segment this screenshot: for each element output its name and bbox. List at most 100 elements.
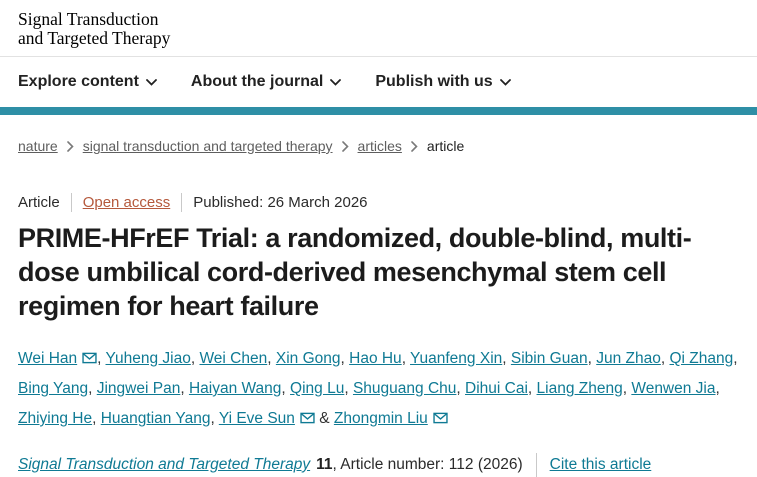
author-link[interactable]: Wei Chen — [199, 350, 268, 367]
author-item: Bing Yang, — [18, 380, 97, 397]
author-separator: , — [401, 350, 411, 367]
divider — [535, 453, 537, 477]
author-link[interactable]: Haiyan Wang — [188, 380, 282, 397]
author-item: Zhongmin Liu — [334, 410, 448, 427]
author-item: Qing Lu, — [290, 380, 353, 397]
author-separator: , — [527, 380, 537, 397]
author-link[interactable]: Hao Hu — [349, 350, 402, 367]
author-item: Dihui Cai, — [465, 380, 537, 397]
author-item: Sibin Guan, — [511, 350, 596, 367]
author-link[interactable]: Zhiying He — [18, 410, 93, 427]
author-separator: & — [314, 410, 334, 427]
divider — [181, 193, 183, 212]
volume-number: 11 — [316, 456, 333, 473]
author-item: Shuguang Chu, — [353, 380, 465, 397]
citation-line: Signal Transduction and Targeted Therapy… — [18, 453, 739, 477]
article-header-section: Article Open access Published: 26 March … — [0, 193, 757, 477]
author-separator: , — [733, 350, 738, 367]
nav-item-label: About the journal — [190, 73, 324, 90]
author-link[interactable]: Qi Zhang — [669, 350, 734, 367]
nav-item-publish-with-us[interactable]: Publish with us — [375, 73, 511, 91]
author-link[interactable]: Shuguang Chu — [352, 380, 457, 397]
chevron-right-icon — [341, 140, 349, 152]
author-separator: , — [210, 410, 219, 427]
author-link[interactable]: Jun Zhao — [596, 350, 661, 367]
site-header: Signal Transduction and Targeted Therapy — [0, 0, 757, 57]
chevron-right-icon — [66, 140, 74, 152]
article-meta: Article Open access Published: 26 March … — [18, 193, 739, 212]
author-item: Jun Zhao, — [596, 350, 669, 367]
email-icon[interactable] — [300, 412, 315, 424]
author-separator: , — [340, 350, 350, 367]
author-item: Yuheng Jiao, — [106, 350, 200, 367]
author-item: Haiyan Wang, — [189, 380, 290, 397]
author-separator: , — [267, 350, 276, 367]
author-link[interactable]: Dihui Cai — [465, 380, 528, 397]
author-separator: , — [180, 380, 189, 397]
article-type-label: Article — [18, 194, 60, 211]
email-icon[interactable] — [433, 412, 448, 424]
author-item: Wei Han, — [18, 350, 106, 367]
author-separator: , — [502, 350, 511, 367]
published-date: Published: 26 March 2026 — [193, 194, 368, 211]
author-separator: , — [281, 380, 291, 397]
author-link[interactable]: Wei Han — [18, 350, 78, 367]
author-separator: , — [587, 350, 597, 367]
journal-logo-line1: Signal Transduction — [18, 9, 159, 29]
author-separator: , — [660, 350, 670, 367]
breadcrumb-link-nature[interactable]: nature — [18, 138, 58, 154]
author-item: Zhiying He, — [18, 410, 101, 427]
author-item: Yuanfeng Xin, — [410, 350, 511, 367]
email-icon[interactable] — [82, 352, 97, 364]
author-link[interactable]: Bing Yang — [18, 380, 89, 397]
author-separator: , — [456, 380, 466, 397]
author-separator: , — [622, 380, 632, 397]
nav-item-explore-content[interactable]: Explore content — [18, 73, 157, 91]
article-number-text: , Article number: 112 (2026) — [332, 456, 523, 473]
journal-logo-line2: and Targeted Therapy — [18, 28, 171, 48]
breadcrumb-link-articles[interactable]: articles — [357, 138, 402, 154]
journal-logo[interactable]: Signal Transduction and Targeted Therapy — [18, 10, 170, 48]
author-link[interactable]: Huangtian Yang — [100, 410, 211, 427]
author-item: Wenwen Jia, — [631, 380, 719, 397]
author-separator: , — [97, 350, 106, 367]
chevron-right-icon — [411, 140, 418, 152]
author-link[interactable]: Yuanfeng Xin — [410, 350, 503, 367]
author-link[interactable]: Qing Lu — [290, 380, 345, 397]
breadcrumb: nature signal transduction and targeted … — [0, 115, 757, 154]
chevron-down-icon — [330, 78, 342, 86]
author-link[interactable]: Sibin Guan — [510, 350, 588, 367]
author-link[interactable]: Zhongmin Liu — [333, 410, 428, 427]
author-item: Wei Chen, — [199, 350, 275, 367]
chevron-down-icon — [499, 78, 511, 86]
nav-item-about-the-journal[interactable]: About the journal — [190, 73, 342, 91]
main-nav: Explore content About the journal Publis… — [0, 57, 757, 107]
author-link[interactable]: Jingwei Pan — [96, 380, 181, 397]
nav-item-label: Explore content — [18, 73, 139, 90]
chevron-down-icon — [146, 78, 157, 86]
author-link[interactable]: Yi Eve Sun — [218, 410, 295, 427]
author-item: Qi Zhang, — [669, 350, 737, 367]
author-item: Huangtian Yang, — [101, 410, 219, 427]
author-item: Xin Gong, — [276, 350, 349, 367]
open-access-link[interactable]: Open access — [82, 194, 171, 211]
author-item: Yi Eve Sun & — [219, 410, 334, 427]
author-link[interactable]: Liang Zheng — [536, 380, 623, 397]
journal-link[interactable]: Signal Transduction and Targeted Therapy — [18, 456, 311, 473]
breadcrumb-link-journal[interactable]: signal transduction and targeted therapy — [82, 138, 333, 154]
author-separator: , — [344, 380, 353, 397]
cite-this-article-link[interactable]: Cite this article — [549, 456, 652, 473]
author-separator: , — [715, 380, 720, 397]
author-item: Liang Zheng, — [537, 380, 632, 397]
author-link[interactable]: Xin Gong — [275, 350, 341, 367]
author-separator: , — [190, 350, 200, 367]
author-separator: , — [88, 380, 97, 397]
author-link[interactable]: Yuheng Jiao — [105, 350, 191, 367]
accent-bar — [0, 107, 757, 115]
divider — [70, 193, 72, 212]
author-item: Hao Hu, — [349, 350, 410, 367]
author-link[interactable]: Wenwen Jia — [631, 380, 716, 397]
breadcrumb-current: article — [426, 138, 465, 154]
nav-item-label: Publish with us — [375, 73, 493, 90]
author-list: Wei Han, Yuheng Jiao, Wei Chen, Xin Gong… — [18, 344, 739, 434]
